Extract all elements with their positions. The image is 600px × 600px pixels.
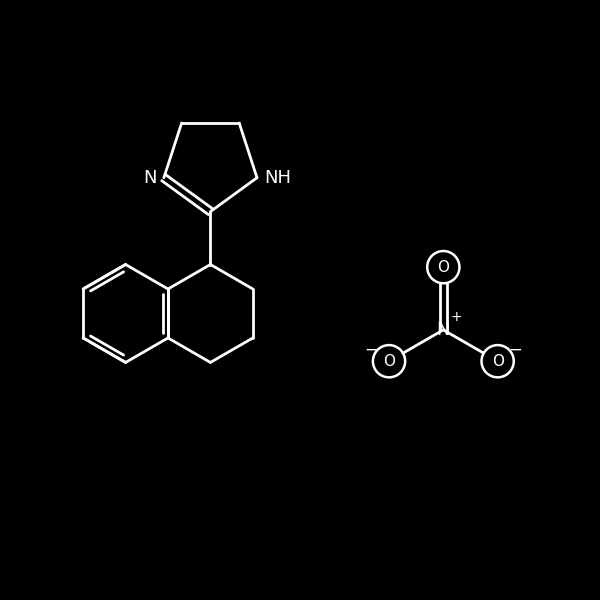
- Text: O: O: [383, 354, 395, 369]
- Text: −: −: [509, 340, 523, 358]
- Text: O: O: [437, 260, 449, 275]
- Text: +: +: [451, 310, 462, 324]
- Text: O: O: [491, 354, 503, 369]
- Text: N: N: [143, 169, 157, 187]
- Text: −: −: [364, 340, 378, 358]
- Text: N: N: [437, 321, 450, 339]
- Text: NH: NH: [264, 169, 291, 187]
